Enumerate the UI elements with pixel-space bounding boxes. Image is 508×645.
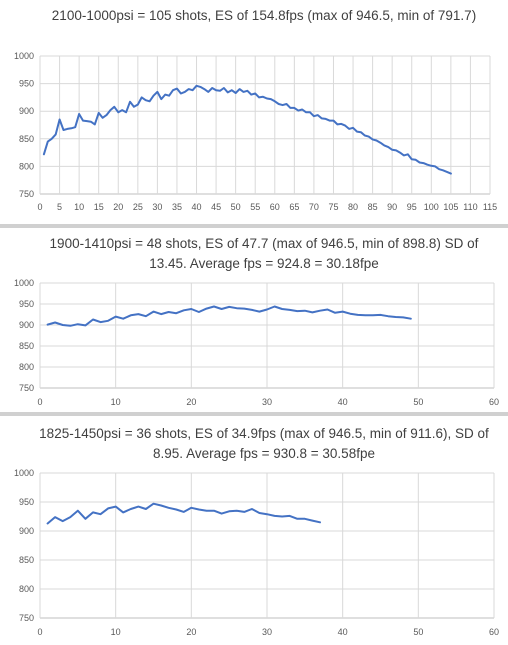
x-tick-label: 60 — [270, 202, 280, 212]
x-tick-label: 0 — [37, 397, 42, 407]
x-tick-label: 20 — [113, 202, 123, 212]
x-tick-label: 95 — [407, 202, 417, 212]
x-tick-label: 20 — [186, 397, 196, 407]
series-line — [46, 502, 321, 525]
x-tick-label: 60 — [489, 397, 499, 407]
panel-divider — [0, 412, 508, 416]
x-tick-label: 5 — [57, 202, 62, 212]
y-tick-label: 950 — [19, 497, 34, 507]
y-tick-label: 750 — [19, 613, 34, 623]
x-tick-label: 110 — [463, 202, 477, 212]
x-tick-label: 40 — [338, 397, 348, 407]
x-tick-label: 0 — [37, 202, 42, 212]
x-tick-label: 30 — [262, 397, 272, 407]
chart-title-2: 1900-1410psi = 48 shots, ES of 47.7 (max… — [49, 236, 479, 271]
y-tick-label: 750 — [19, 189, 34, 199]
y-tick-label: 900 — [19, 526, 34, 536]
x-tick-label: 45 — [211, 202, 221, 212]
y-tick-label: 1000 — [14, 468, 34, 478]
y-tick-label: 1000 — [14, 51, 34, 61]
x-tick-label: 100 — [424, 202, 439, 212]
chart-title-3: 1825-1450psi = 36 shots, ES of 34.9fps (… — [39, 426, 489, 461]
chart-panel-3: 1825-1450psi = 36 shots, ES of 34.9fps (… — [0, 416, 508, 645]
x-tick-label: 40 — [192, 202, 202, 212]
x-tick-label: 10 — [111, 397, 121, 407]
y-tick-label: 850 — [19, 341, 34, 351]
chart-1-plot: 750 800 850 900 950 1000 0 5 10 15 20 25 30 35 40 45 50 5… — [14, 51, 497, 212]
x-tick-label: 60 — [489, 627, 499, 637]
x-tick-label: 10 — [74, 202, 84, 212]
chart-panel-2: 1900-1410psi = 48 shots, ES of 47.7 (max… — [0, 228, 508, 412]
y-tick-label: 800 — [19, 362, 34, 372]
y-tick-label: 950 — [19, 299, 34, 309]
y-tick-label: 900 — [19, 320, 34, 330]
panel-divider — [0, 224, 508, 228]
chart-3-plot: 750 800 850 900 950 1000 0 10 20 30 40 50 60 — [14, 468, 499, 637]
x-tick-label: 80 — [348, 202, 358, 212]
x-tick-label: 0 — [37, 627, 42, 637]
series-line — [46, 305, 412, 327]
x-tick-label: 50 — [413, 397, 423, 407]
x-tick-label: 30 — [152, 202, 162, 212]
y-tick-label: 850 — [19, 134, 34, 144]
y-tick-label: 750 — [19, 383, 34, 393]
y-tick-label: 1000 — [14, 278, 34, 288]
x-tick-label: 30 — [262, 627, 272, 637]
chart-title-1: 2100-1000psi = 105 shots, ES of 154.8fps… — [51, 8, 477, 23]
y-tick-label: 800 — [19, 584, 34, 594]
y-tick-label: 800 — [19, 161, 34, 171]
chart-panel-1: 2100-1000psi = 105 shots, ES of 154.8fps… — [0, 0, 508, 224]
x-tick-label: 15 — [94, 202, 104, 212]
y-tick-label: 900 — [19, 106, 34, 116]
x-tick-label: 90 — [387, 202, 397, 212]
chart-2-plot: 750 800 850 900 950 1000 0 10 20 30 40 50 60 — [14, 278, 499, 407]
x-tick-label: 70 — [309, 202, 319, 212]
x-tick-label: 65 — [289, 202, 299, 212]
x-tick-label: 55 — [250, 202, 260, 212]
x-tick-label: 50 — [413, 627, 423, 637]
x-tick-label: 115 — [483, 202, 497, 212]
x-tick-label: 40 — [338, 627, 348, 637]
y-tick-label: 950 — [19, 79, 34, 89]
x-tick-label: 105 — [443, 202, 458, 212]
series-line — [42, 84, 452, 175]
x-tick-label: 25 — [133, 202, 143, 212]
x-tick-label: 10 — [111, 627, 121, 637]
x-tick-label: 75 — [328, 202, 338, 212]
x-tick-label: 20 — [186, 627, 196, 637]
x-tick-label: 50 — [231, 202, 241, 212]
y-tick-label: 850 — [19, 555, 34, 565]
x-tick-label: 85 — [368, 202, 378, 212]
x-tick-label: 35 — [172, 202, 182, 212]
